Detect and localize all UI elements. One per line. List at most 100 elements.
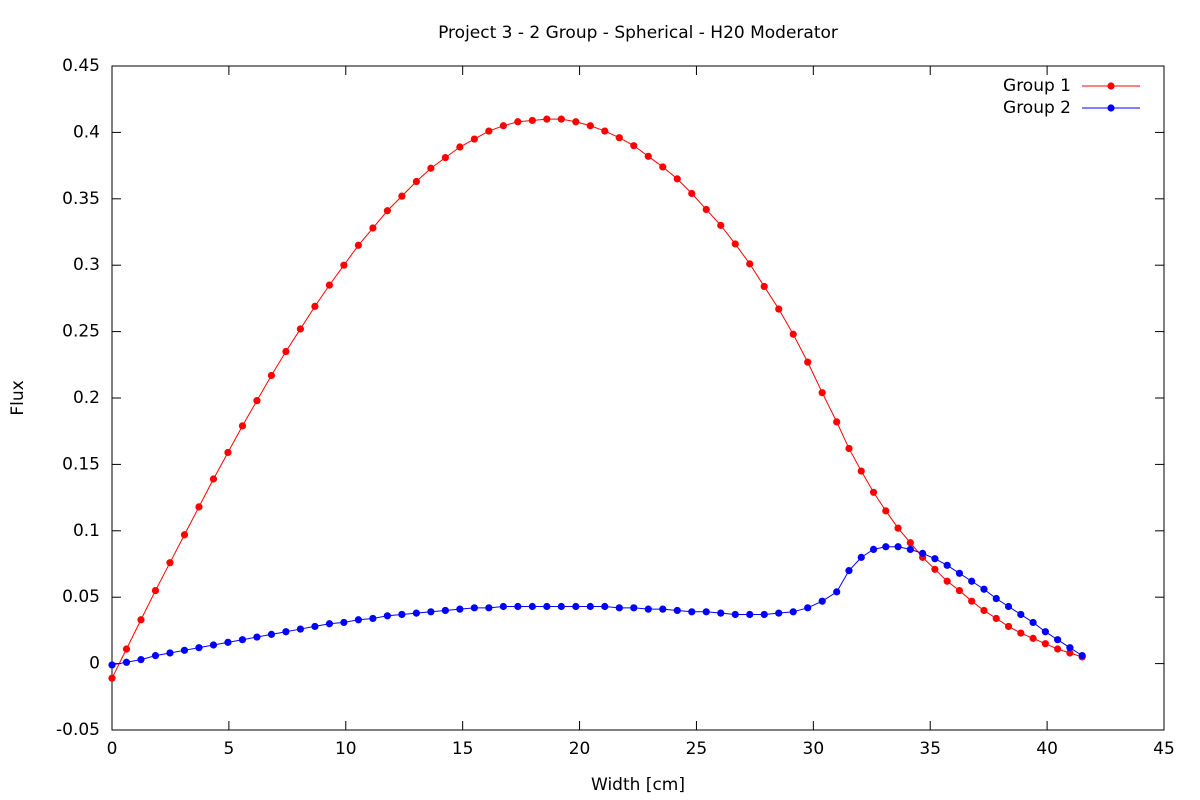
data-point [557,602,565,611]
data-point [340,261,348,269]
data-point [1004,602,1013,611]
data-point [325,620,334,628]
data-point [1066,649,1074,657]
data-point [398,610,406,619]
y-axis-label: Flux [8,380,28,415]
data-point [845,567,853,575]
data-point [325,281,334,289]
y-tick-label: 0.25 [62,322,100,342]
data-point [209,475,218,483]
data-point [586,602,594,611]
data-point [586,122,594,130]
data-point [818,597,826,605]
data-point [108,661,116,669]
data-point [906,539,914,547]
x-tick-label: 0 [107,739,118,759]
data-point [470,135,478,143]
y-tick-label: 0.3 [73,255,100,275]
x-tick-label: 30 [803,739,825,759]
data-point [804,604,812,612]
y-tick-label: 0.35 [62,189,100,209]
data-point [485,127,493,135]
data-point [572,602,580,611]
y-tick-label: 0 [89,654,100,674]
x-axis-label: Width [cm] [591,775,685,795]
data-point [673,606,681,615]
data-point [122,645,131,653]
data-point [857,467,865,475]
data-point [919,549,927,557]
data-point [906,545,914,553]
data-point [224,638,232,646]
data-point [528,602,536,611]
data-point [557,115,565,123]
data-point [943,561,951,569]
data-point [882,507,890,515]
data-point [543,602,551,611]
data-point [1029,618,1037,627]
x-tick-label: 5 [223,739,234,759]
data-point [195,503,203,511]
data-point [1054,636,1062,644]
data-point [894,543,902,551]
data-point [717,609,725,617]
data-point [209,641,218,649]
data-point [644,605,652,613]
data-point [869,545,878,553]
data-point [833,588,841,596]
data-point [673,175,681,183]
data-point [224,448,232,457]
data-point [151,586,160,595]
data-point [166,559,174,567]
y-tick-label: 0.4 [73,122,100,142]
data-point [456,143,464,151]
data-point [955,569,964,577]
data-point [992,594,1000,603]
data-point [514,118,522,126]
data-point [441,154,449,162]
data-point [644,152,652,160]
data-point [427,164,435,172]
legend-marker [1107,104,1115,112]
data-point [354,616,363,624]
data-point [108,674,116,682]
data-point [456,605,464,613]
data-point [485,604,493,612]
data-point [857,553,865,561]
data-point [499,122,507,130]
data-point [818,389,826,397]
data-point [369,224,377,232]
data-point [980,606,988,615]
data-point [731,610,739,619]
data-point [311,622,319,631]
data-point [789,608,797,616]
data-point [630,142,638,150]
data-point [789,330,797,338]
data-point [195,644,203,652]
data-point [894,524,902,532]
data-point [980,585,988,593]
data-point [931,565,939,573]
data-point [630,604,638,612]
data-point [340,618,348,627]
legend-marker [1107,82,1115,90]
data-point [760,282,768,291]
data-point [412,609,420,617]
data-point [1004,622,1013,631]
data-point [943,577,951,585]
y-tick-label: -0.05 [56,720,100,740]
data-point [601,127,609,135]
data-point [955,586,964,595]
data-point [702,205,710,214]
chart-title: Project 3 - 2 Group - Spherical - H20 Mo… [438,23,838,43]
data-point [369,614,377,623]
data-point [659,605,667,613]
x-tick-label: 25 [686,739,708,759]
data-point [282,628,290,636]
data-point [882,543,890,551]
data-point [659,163,667,171]
data-point [804,358,812,366]
data-point [931,555,939,563]
